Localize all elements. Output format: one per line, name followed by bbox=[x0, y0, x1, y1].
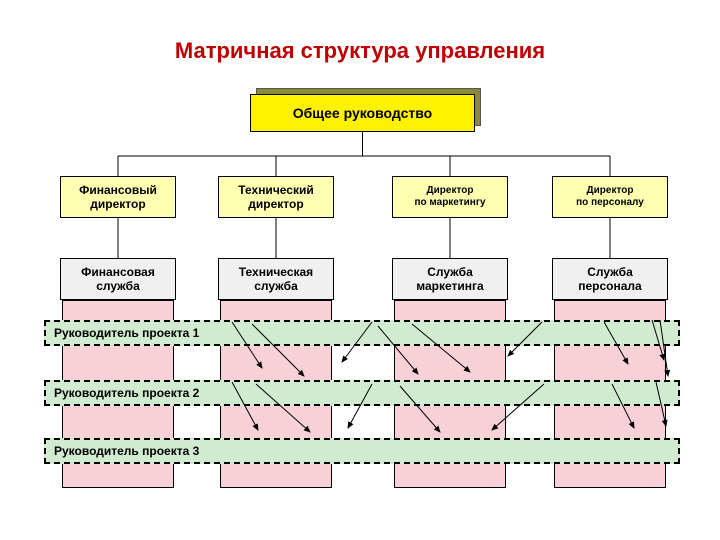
director-line: Директор bbox=[393, 185, 507, 197]
service-line: Служба bbox=[393, 265, 507, 279]
service-box: Техническаяслужба bbox=[218, 258, 334, 300]
project-box: Руководитель проекта 2 bbox=[44, 380, 680, 406]
service-line: персонала bbox=[553, 279, 667, 293]
director-line: директор bbox=[61, 197, 175, 211]
director-line: Финансовый bbox=[61, 183, 175, 197]
director-line: Директор bbox=[553, 185, 667, 197]
project-box: Руководитель проекта 3 bbox=[44, 438, 680, 464]
director-box: Директорпо персоналу bbox=[552, 176, 668, 218]
project-box: Руководитель проекта 1 bbox=[44, 320, 680, 346]
diagram-title: Матричная структура управления bbox=[175, 38, 545, 64]
service-line: маркетинга bbox=[393, 279, 507, 293]
project-label: Руководитель проекта 1 bbox=[54, 326, 199, 340]
service-line: служба bbox=[61, 279, 175, 293]
service-line: Финансовая bbox=[61, 265, 175, 279]
project-label: Руководитель проекта 3 bbox=[54, 444, 199, 458]
project-label: Руководитель проекта 2 bbox=[54, 386, 199, 400]
top-box-label: Общее руководство bbox=[293, 105, 432, 121]
service-box: Финансоваяслужба bbox=[60, 258, 176, 300]
service-box: Службамаркетинга bbox=[392, 258, 508, 300]
director-line: директор bbox=[219, 197, 333, 211]
director-box: Директорпо маркетингу bbox=[392, 176, 508, 218]
top-box: Общее руководство bbox=[250, 94, 475, 132]
director-line: по маркетингу bbox=[393, 197, 507, 209]
service-line: служба bbox=[219, 279, 333, 293]
title-text: Матричная структура управления bbox=[175, 38, 545, 63]
service-line: Служба bbox=[553, 265, 667, 279]
service-box: Службаперсонала bbox=[552, 258, 668, 300]
director-line: Технический bbox=[219, 183, 333, 197]
director-box: Финансовыйдиректор bbox=[60, 176, 176, 218]
director-line: по персоналу bbox=[553, 197, 667, 209]
director-box: Техническийдиректор bbox=[218, 176, 334, 218]
service-line: Техническая bbox=[219, 265, 333, 279]
